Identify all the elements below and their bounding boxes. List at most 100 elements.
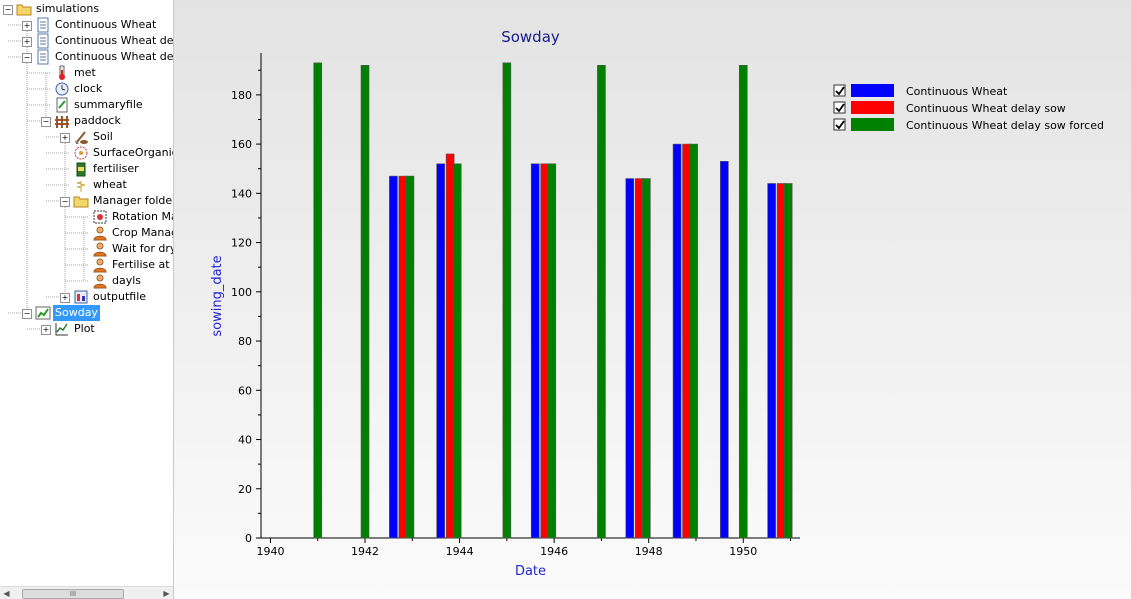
- tree-node[interactable]: + Soil: [0, 129, 173, 145]
- y-tick-label: 140: [231, 187, 252, 200]
- tree-node[interactable]: SurfaceOrganicMa: [0, 145, 173, 161]
- tree-node[interactable]: + Continuous Wheat delay so: [0, 33, 173, 49]
- tree-node[interactable]: Crop Managem: [0, 225, 173, 241]
- manager-person-icon: [92, 225, 108, 241]
- tree-node-label: simulations: [36, 2, 100, 15]
- collapse-minus-icon[interactable]: −: [22, 53, 32, 63]
- tree-node-label: wheat: [93, 178, 127, 191]
- collapse-minus-icon[interactable]: −: [3, 5, 13, 15]
- wheat-icon: [73, 177, 89, 193]
- plot-icon: [54, 321, 70, 337]
- tree-node-label: Fertilise at Sow: [112, 258, 173, 271]
- checkmark-icon: [835, 120, 845, 130]
- y-tick-label: 100: [231, 286, 252, 299]
- tree-node[interactable]: Rotation Mana: [0, 209, 173, 225]
- chart-title: Sowday: [501, 28, 560, 46]
- bar-continuous-wheat: [389, 175, 398, 539]
- clock-icon: [54, 81, 70, 97]
- bar-delay-sow-forced: [313, 62, 323, 539]
- tree-node[interactable]: Fertilise at Sow: [0, 257, 173, 273]
- tree-node-label: Sowday: [53, 305, 100, 321]
- tree-node-label: Rotation Mana: [112, 210, 173, 223]
- tree-node[interactable]: + outputfile: [0, 289, 173, 305]
- rotation-manager-icon: [92, 209, 108, 225]
- expand-plus-icon[interactable]: +: [22, 21, 32, 31]
- simulation-icon: [35, 17, 51, 33]
- bar-delay-sow-forced: [405, 175, 415, 539]
- x-axis-title: Date: [515, 564, 546, 579]
- scroll-right-arrow-icon[interactable]: ▶: [163, 589, 170, 598]
- legend-checkbox[interactable]: [833, 118, 846, 131]
- bar-delay-sow-forced: [597, 65, 606, 539]
- y-tick-label: 60: [238, 384, 252, 397]
- tree-connector-lines: [8, 24, 88, 330]
- scrollbar-thumb[interactable]: III: [22, 589, 124, 599]
- simulation-icon: [35, 33, 51, 49]
- y-tick-label: 180: [231, 89, 252, 102]
- legend-swatch: [851, 101, 894, 114]
- tree-node-label: SurfaceOrganicMa: [93, 146, 173, 159]
- tree-node-label: Soil: [93, 130, 113, 143]
- tree-node[interactable]: − Sowday: [0, 305, 173, 321]
- tree-node-label: outputfile: [93, 290, 147, 303]
- tree-node-label: clock: [74, 82, 103, 95]
- tree-node[interactable]: − Continuous Wheat delay so: [0, 49, 173, 65]
- tree-node[interactable]: − Manager folder: [0, 193, 173, 209]
- bar-continuous-wheat: [625, 178, 635, 539]
- folder-icon: [73, 193, 89, 209]
- summary-file-icon: [54, 97, 70, 113]
- expand-plus-icon[interactable]: +: [60, 293, 70, 303]
- collapse-minus-icon[interactable]: −: [41, 117, 51, 127]
- tree-node-label: Wait for dry su: [112, 242, 173, 255]
- tree-node[interactable]: fertiliser: [0, 161, 173, 177]
- simulation-icon: [35, 49, 51, 65]
- scroll-left-arrow-icon[interactable]: ◀: [3, 589, 10, 598]
- y-tick-label: 20: [238, 483, 252, 496]
- tree-node[interactable]: − simulations: [0, 1, 173, 17]
- bar-delay-sow-forced: [783, 183, 793, 539]
- tree-node[interactable]: dayls: [0, 273, 173, 289]
- legend-label: Continuous Wheat: [906, 85, 1008, 98]
- tree-horizontal-scrollbar[interactable]: ◀ III ▶: [0, 586, 173, 599]
- bar-delay-sow-forced: [360, 65, 370, 539]
- manager-person-icon: [92, 273, 108, 289]
- fertiliser-bag-icon: [73, 161, 89, 177]
- tree-node[interactable]: Wait for dry su: [0, 241, 173, 257]
- tree-node-label: Continuous Wheat: [55, 18, 157, 31]
- x-tick-label: 1948: [635, 545, 663, 558]
- tree-node[interactable]: + Continuous Wheat: [0, 17, 173, 33]
- expand-plus-icon[interactable]: +: [22, 37, 32, 47]
- legend-label: Continuous Wheat delay sow forced: [906, 119, 1104, 132]
- y-tick-label: 160: [231, 138, 252, 151]
- graph-icon: [35, 305, 51, 321]
- x-tick-label: 1946: [540, 545, 568, 558]
- collapse-minus-icon[interactable]: −: [60, 197, 70, 207]
- bar-continuous-wheat: [530, 163, 540, 539]
- legend-checkbox[interactable]: [833, 101, 846, 114]
- folder-icon: [16, 1, 32, 17]
- legend-swatch: [851, 84, 894, 97]
- expand-plus-icon[interactable]: +: [60, 133, 70, 143]
- tree-node-label: paddock: [74, 114, 121, 127]
- x-tick-label: 1950: [729, 545, 757, 558]
- bar-continuous-wheat: [436, 163, 445, 539]
- bar-delay-sow-forced: [689, 143, 698, 539]
- tree-node[interactable]: summaryfile: [0, 97, 173, 113]
- tree-node-label: fertiliser: [93, 162, 139, 175]
- tree-node-label: dayls: [112, 274, 142, 287]
- tree-node-label: met: [74, 66, 96, 79]
- x-tick-label: 1940: [256, 545, 284, 558]
- tree-node[interactable]: wheat: [0, 177, 173, 193]
- paddock-fence-icon: [54, 113, 70, 129]
- collapse-minus-icon[interactable]: −: [22, 309, 32, 319]
- bar-continuous-wheat: [720, 161, 729, 539]
- tree-node[interactable]: − paddock: [0, 113, 173, 129]
- expand-plus-icon[interactable]: +: [41, 325, 51, 335]
- tree-node[interactable]: clock: [0, 81, 173, 97]
- legend-checkbox[interactable]: [833, 84, 846, 97]
- tree-node[interactable]: met: [0, 65, 173, 81]
- surface-organic-matter-icon: [73, 145, 89, 161]
- bar-continuous-wheat: [672, 143, 682, 539]
- tree-node[interactable]: + Plot: [0, 321, 173, 337]
- tree-node-label: Plot: [74, 322, 95, 335]
